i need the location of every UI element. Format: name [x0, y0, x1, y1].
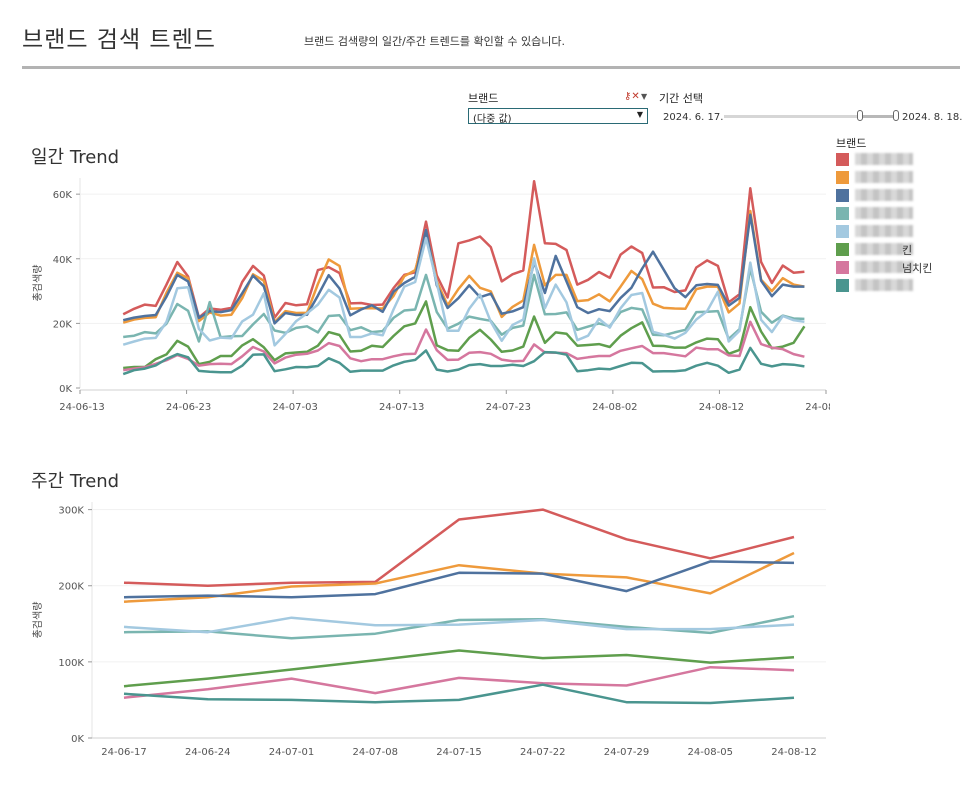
daily-series-line[interactable]: [122, 179, 805, 319]
y-tick-label: 300K: [58, 506, 84, 517]
brand-select-value: (다중 값): [473, 114, 512, 125]
legend-label-suffix: 킨: [902, 244, 913, 257]
x-tick-label: 24-06-17: [101, 747, 146, 758]
x-tick-label: 24-07-13: [379, 402, 424, 413]
x-tick-label: 24-07-15: [436, 747, 481, 758]
y-tick-label: 40K: [53, 255, 73, 266]
y-tick-label: 60K: [53, 190, 73, 201]
daily-trend-chart: 0K 20K 40K 60K 24-06-13 24-06-23 24-07-03 24-07…: [32, 178, 830, 413]
legend-label-redacted: [855, 261, 913, 273]
y-tick-label: 100K: [58, 658, 84, 669]
weekly-chart-title: 주간 Trend: [31, 471, 120, 492]
daily-series-line[interactable]: [122, 209, 805, 324]
x-tick-label: 24-07-01: [269, 747, 314, 758]
page-subtitle: 브랜드 검색량의 일간/주간 트렌드를 확인할 수 있습니다.: [304, 35, 565, 48]
x-tick-label: 24-07-08: [353, 747, 398, 758]
x-tick-label: 24-06-23: [166, 402, 211, 413]
x-tick-label: 24-07-22: [520, 747, 565, 758]
clear-filter-icon[interactable]: ⚷✕: [624, 91, 640, 102]
daily-series-line[interactable]: [123, 320, 805, 372]
x-tick-label: 24-08-05: [688, 747, 733, 758]
x-tick-label: 24-08-12: [771, 747, 816, 758]
brand-select[interactable]: (다중 값) ▼: [468, 108, 648, 125]
weekly-series-line[interactable]: [123, 508, 795, 587]
legend-swatch: [836, 171, 849, 184]
daily-chart-title: 일간 Trend: [31, 147, 120, 168]
weekly-series-line[interactable]: [123, 683, 795, 705]
weekly-series-line[interactable]: [123, 560, 795, 599]
page-title: 브랜드 검색 트렌드: [22, 27, 216, 53]
weekly-series-line[interactable]: [123, 649, 795, 688]
legend-label-redacted: [855, 225, 913, 237]
legend-swatch: [836, 189, 849, 202]
legend-swatch: [836, 153, 849, 166]
period-start-handle[interactable]: [857, 110, 863, 121]
legend-swatch: [836, 261, 849, 274]
period-end-handle[interactable]: [893, 110, 899, 121]
period-start-date: 2024. 6. 17.: [663, 112, 724, 123]
period-end-date: 2024. 8. 18.: [902, 112, 963, 123]
y-tick-label: 0K: [59, 384, 72, 395]
legend-label-redacted: [855, 171, 913, 183]
period-slider-track[interactable]: [724, 115, 899, 118]
legend-swatch: [836, 225, 849, 238]
period-filter-label: 기간 선택: [659, 92, 703, 105]
weekly-series-line[interactable]: [123, 665, 795, 699]
header-divider: [22, 66, 960, 69]
daily-series-line[interactable]: [123, 300, 806, 370]
legend-label-redacted: [855, 279, 913, 291]
x-tick-label: 24-07-29: [604, 747, 649, 758]
daily-series-line[interactable]: [122, 236, 805, 347]
weekly-series-line[interactable]: [123, 551, 795, 603]
weekly-series-line[interactable]: [123, 614, 795, 640]
period-slider-range: [858, 115, 896, 118]
daily-series-line[interactable]: [122, 346, 805, 376]
y-axis-label: 총검색량: [32, 602, 44, 639]
legend-label-redacted: [855, 189, 913, 201]
daily-series-line[interactable]: [122, 213, 805, 325]
weekly-trend-chart: 0K 100K 200K 300K 24-06-17 24-06-24 24-07-01 24…: [32, 502, 826, 758]
x-tick-label: 24-07-23: [486, 402, 531, 413]
legend-swatch: [836, 207, 849, 220]
brand-filter-label: 브랜드: [468, 92, 499, 105]
y-tick-label: 0K: [71, 734, 84, 745]
y-tick-label: 200K: [58, 582, 84, 593]
y-axis-label: 총검색량: [32, 265, 44, 302]
x-tick-label: 24-06-13: [59, 402, 104, 413]
x-tick-label: 24-06-24: [185, 747, 230, 758]
legend-label-suffix: 넘치킨: [902, 262, 933, 275]
legend-swatch: [836, 243, 849, 256]
x-tick-label: 24-08-22: [805, 402, 830, 413]
dropdown-arrow-icon: ▼: [636, 110, 643, 119]
legend-title: 브랜드: [836, 137, 867, 150]
x-tick-label: 24-08-02: [592, 402, 637, 413]
x-tick-label: 24-07-03: [272, 402, 317, 413]
legend-label-redacted: [855, 153, 913, 165]
x-tick-label: 24-08-12: [699, 402, 744, 413]
filter-menu-chevron-icon[interactable]: ▼: [641, 92, 648, 101]
y-tick-label: 20K: [53, 319, 73, 330]
legend-label-redacted: [855, 207, 913, 219]
daily-series-line[interactable]: [123, 267, 805, 343]
legend-label-redacted: [855, 243, 913, 255]
weekly-series-line[interactable]: [123, 616, 795, 634]
legend-swatch: [836, 279, 849, 292]
